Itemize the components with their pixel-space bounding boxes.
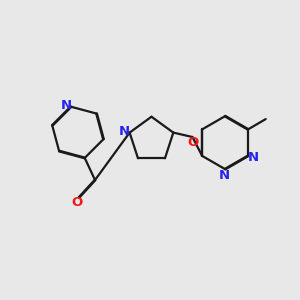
Text: N: N (61, 99, 72, 112)
Text: N: N (219, 169, 230, 182)
Text: N: N (248, 151, 259, 164)
Text: N: N (119, 124, 130, 138)
Text: O: O (188, 136, 199, 149)
Text: O: O (72, 196, 83, 209)
